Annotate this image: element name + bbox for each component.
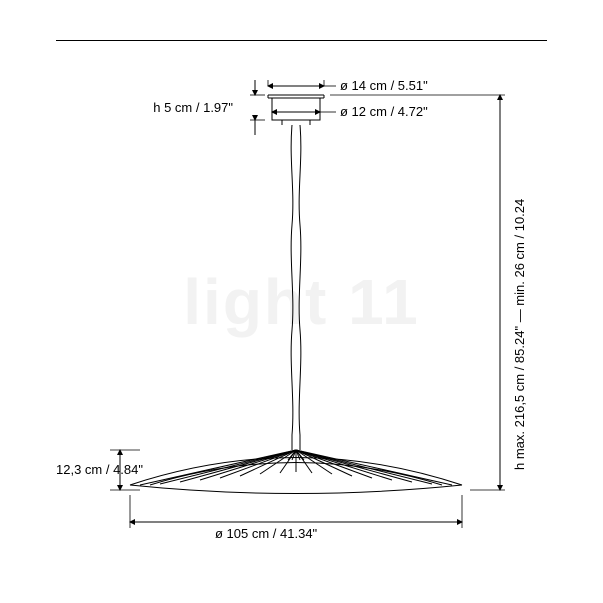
lamp-drawing xyxy=(0,0,603,603)
